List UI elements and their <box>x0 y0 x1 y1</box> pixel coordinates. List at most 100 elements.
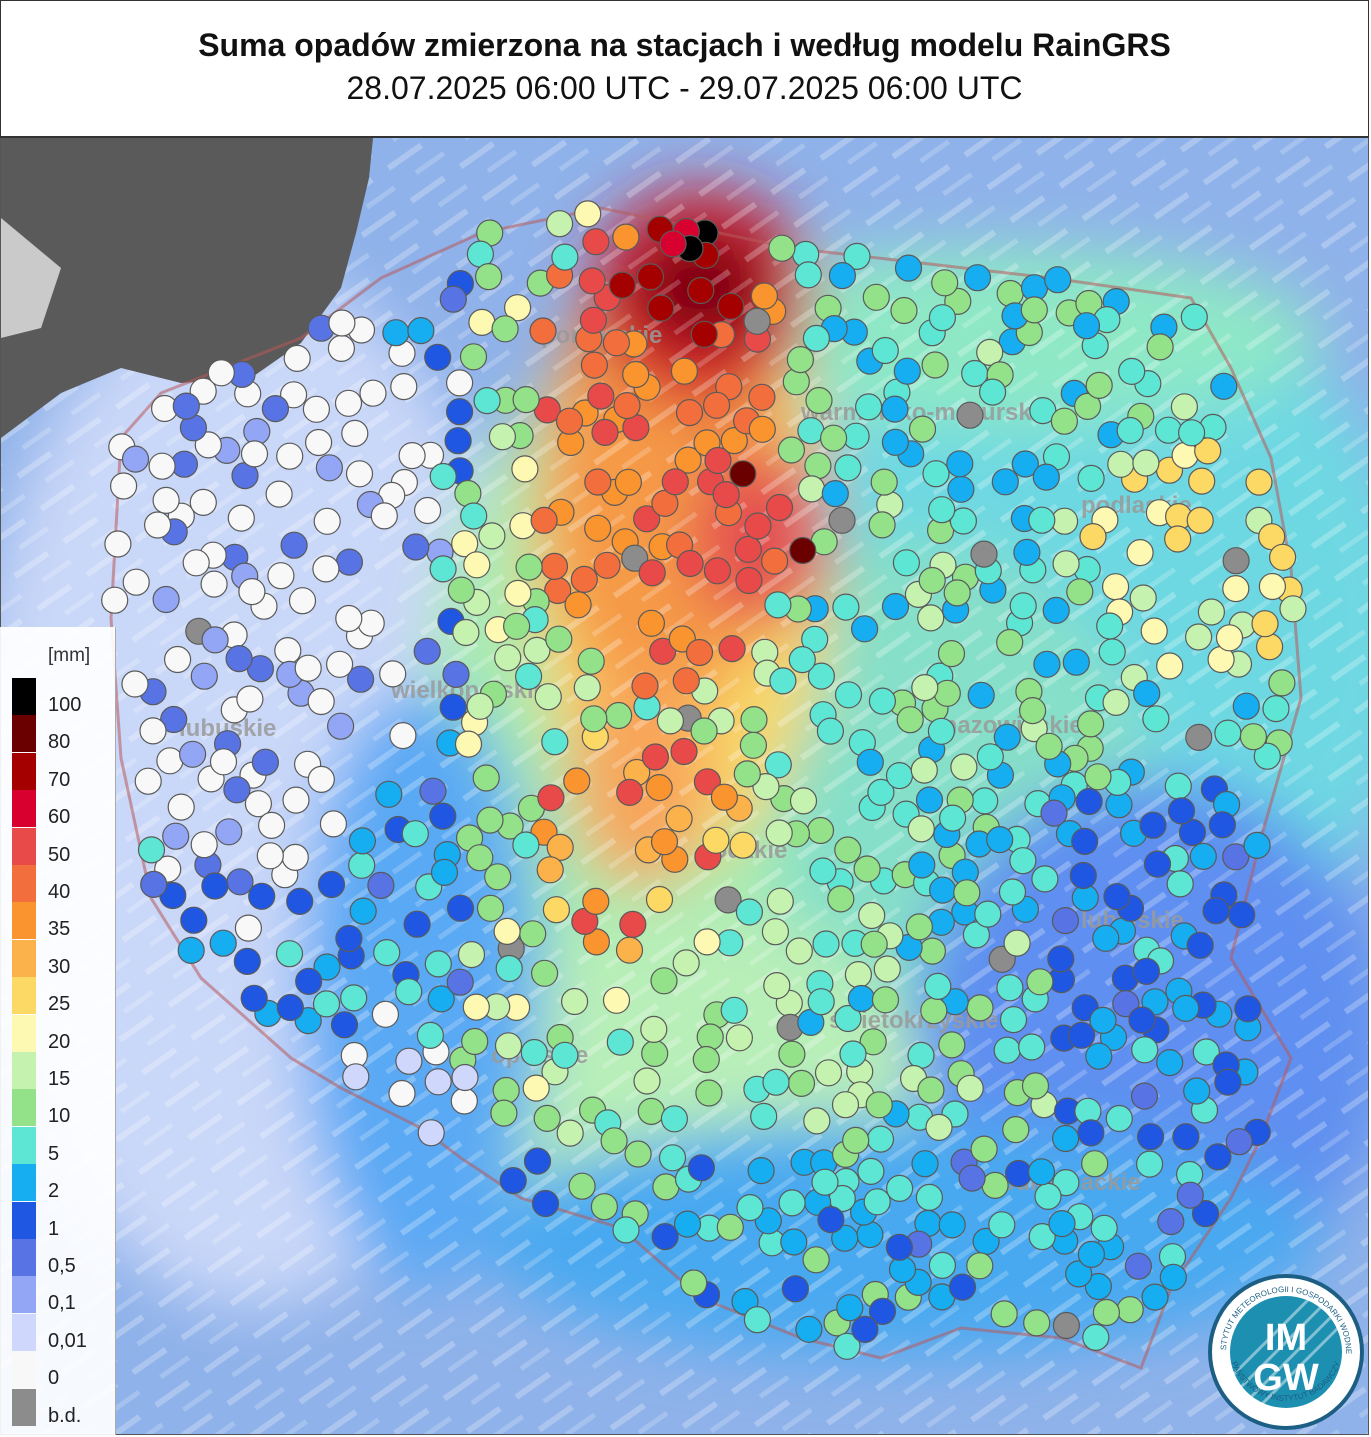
station-marker[interactable] <box>911 1150 939 1178</box>
station-marker[interactable] <box>493 917 521 946</box>
station-marker[interactable] <box>1191 1199 1220 1228</box>
station-marker[interactable] <box>803 1107 831 1135</box>
station-marker[interactable] <box>614 468 643 496</box>
station-marker[interactable] <box>890 296 918 325</box>
station-marker[interactable] <box>367 871 395 900</box>
station-marker[interactable] <box>1204 1143 1232 1171</box>
station-marker[interactable] <box>863 1188 891 1216</box>
station-marker[interactable] <box>720 427 748 455</box>
station-marker[interactable] <box>156 747 184 775</box>
station-marker[interactable] <box>881 592 910 621</box>
station-marker[interactable] <box>177 936 205 965</box>
station-marker[interactable] <box>670 737 698 766</box>
station-marker[interactable] <box>1042 596 1070 624</box>
station-marker[interactable] <box>962 921 991 949</box>
station-marker[interactable] <box>710 783 739 811</box>
station-marker[interactable] <box>1077 464 1105 492</box>
station-marker[interactable] <box>1172 1123 1200 1151</box>
station-marker[interactable] <box>201 872 229 900</box>
station-marker[interactable] <box>1075 787 1103 816</box>
station-marker[interactable] <box>1177 419 1206 447</box>
station-marker[interactable] <box>1044 266 1072 294</box>
station-marker[interactable] <box>305 428 333 457</box>
station-marker[interactable] <box>780 1228 808 1256</box>
station-marker[interactable] <box>908 851 936 879</box>
station-marker[interactable] <box>641 743 670 771</box>
station-marker[interactable] <box>1133 679 1161 708</box>
station-marker[interactable] <box>1092 924 1120 952</box>
station-marker[interactable] <box>335 604 363 633</box>
station-marker[interactable] <box>967 681 995 709</box>
station-marker[interactable] <box>1071 827 1099 856</box>
station-marker[interactable] <box>1031 865 1059 893</box>
station-marker[interactable] <box>608 271 637 299</box>
station-marker[interactable] <box>847 984 876 1013</box>
station-marker[interactable] <box>442 660 470 689</box>
station-marker[interactable] <box>948 1273 977 1301</box>
station-marker[interactable] <box>134 767 162 795</box>
station-marker[interactable] <box>716 929 744 957</box>
station-marker[interactable] <box>693 928 721 956</box>
station-marker[interactable] <box>696 1023 724 1051</box>
station-marker[interactable] <box>765 493 794 522</box>
station-marker[interactable] <box>313 953 341 981</box>
station-marker[interactable] <box>606 1028 634 1056</box>
station-marker[interactable] <box>1028 1222 1056 1251</box>
station-marker[interactable] <box>1129 584 1157 612</box>
station-marker[interactable] <box>1126 539 1154 567</box>
station-marker[interactable] <box>769 667 797 695</box>
station-marker[interactable] <box>388 1079 416 1108</box>
station-marker[interactable] <box>1069 861 1097 890</box>
station-marker[interactable] <box>593 551 621 579</box>
station-marker[interactable] <box>729 460 757 488</box>
station-marker[interactable] <box>622 360 650 389</box>
station-marker[interactable] <box>1164 772 1192 800</box>
station-marker[interactable] <box>672 667 700 695</box>
station-marker[interactable] <box>807 662 836 690</box>
station-marker[interactable] <box>335 548 363 576</box>
station-marker[interactable] <box>674 446 702 474</box>
station-marker[interactable] <box>251 748 279 776</box>
station-marker[interactable] <box>473 387 501 415</box>
station-marker[interactable] <box>636 263 665 291</box>
station-marker[interactable] <box>865 1091 893 1119</box>
station-marker[interactable] <box>574 200 602 228</box>
station-marker[interactable] <box>122 568 150 596</box>
station-marker[interactable] <box>209 929 237 957</box>
station-marker[interactable] <box>276 442 304 470</box>
station-marker[interactable] <box>546 833 574 862</box>
station-marker[interactable] <box>1004 1159 1033 1188</box>
station-marker[interactable] <box>637 1097 665 1126</box>
station-marker[interactable] <box>866 1125 895 1153</box>
station-marker[interactable] <box>656 707 685 735</box>
station-marker[interactable] <box>638 559 666 587</box>
station-marker[interactable] <box>1032 463 1060 491</box>
station-marker[interactable] <box>943 579 971 607</box>
station-marker[interactable] <box>215 818 243 846</box>
station-marker[interactable] <box>1051 1124 1080 1153</box>
station-marker[interactable] <box>234 914 262 942</box>
station-marker[interactable] <box>885 1174 914 1203</box>
station-marker[interactable] <box>725 1024 754 1052</box>
station-marker[interactable] <box>743 307 771 335</box>
station-marker[interactable] <box>765 819 793 847</box>
station-marker[interactable] <box>781 1275 810 1303</box>
station-marker[interactable] <box>911 673 939 702</box>
station-marker[interactable] <box>347 665 375 693</box>
station-marker[interactable] <box>454 479 482 508</box>
station-marker[interactable] <box>920 997 948 1025</box>
station-marker[interactable] <box>190 831 218 859</box>
station-marker[interactable] <box>844 960 873 989</box>
station-marker[interactable] <box>986 825 1014 854</box>
station-marker[interactable] <box>703 557 732 585</box>
station-marker[interactable] <box>928 496 956 524</box>
station-marker[interactable] <box>963 264 992 292</box>
map-canvas[interactable]: pomorskiewarmińsko-mazurskiepodlaskiewie… <box>1 138 1368 1434</box>
station-marker[interactable] <box>1194 437 1222 465</box>
station-marker[interactable] <box>1027 1158 1056 1186</box>
station-marker[interactable] <box>1103 882 1131 911</box>
station-marker[interactable] <box>1116 1296 1144 1324</box>
station-marker[interactable] <box>816 717 845 745</box>
station-marker[interactable] <box>280 531 308 559</box>
station-marker[interactable] <box>533 1104 561 1133</box>
